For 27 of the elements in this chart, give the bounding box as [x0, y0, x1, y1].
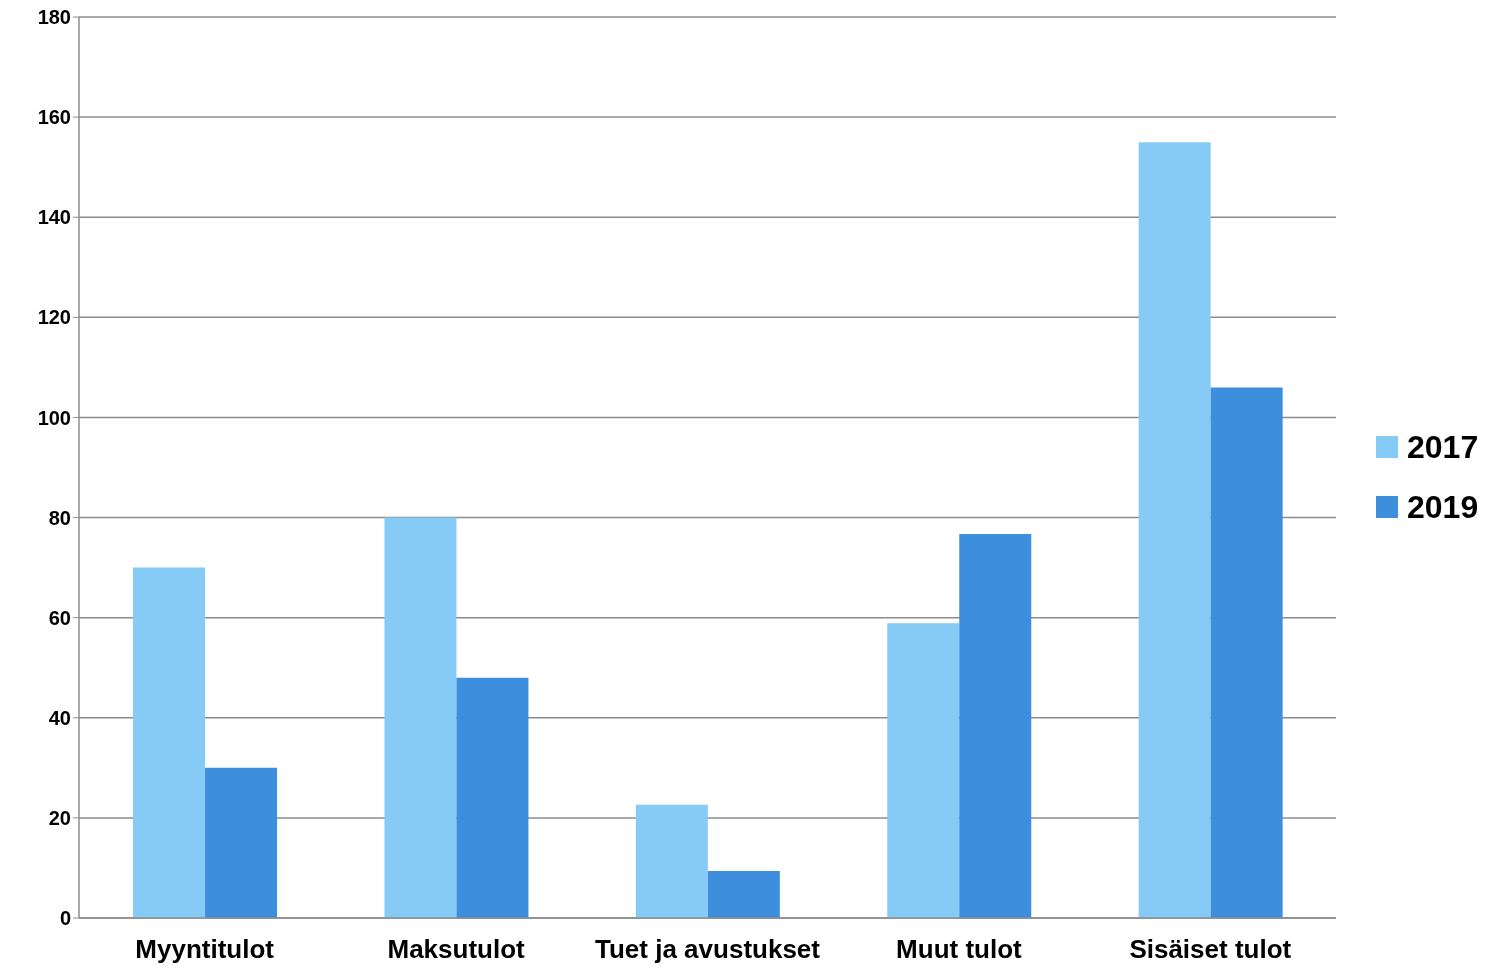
- bar: [1138, 142, 1211, 918]
- x-tick-label: Tuet ja avustukset: [595, 934, 821, 965]
- bar: [384, 517, 457, 918]
- bar: [133, 567, 206, 918]
- bar: [959, 534, 1032, 918]
- bar: [887, 623, 960, 918]
- x-tick-label: Maksutulot: [387, 934, 526, 965]
- y-tick-label: 100: [37, 406, 71, 429]
- bar: [456, 677, 529, 918]
- x-tick-label: Sisäiset tulot: [1129, 934, 1292, 965]
- bar: [205, 767, 278, 918]
- x-tick-label: Myyntitulot: [135, 934, 275, 965]
- y-tick-label: 80: [48, 506, 71, 529]
- bar: [635, 804, 708, 918]
- y-tick-label: 120: [37, 306, 71, 329]
- bar: [707, 870, 780, 918]
- y-tick-label: 140: [37, 206, 71, 229]
- legend-label: 2017: [1407, 428, 1479, 466]
- y-tick-label: 20: [48, 806, 71, 829]
- x-tick-label: Muut tulot: [896, 934, 1023, 965]
- y-tick-label: 0: [59, 907, 71, 930]
- y-tick-label: 40: [48, 706, 71, 729]
- legend-label: 2019: [1407, 488, 1479, 526]
- y-tick-label: 160: [37, 106, 71, 129]
- bar: [1210, 387, 1283, 918]
- y-tick-label: 60: [48, 606, 71, 629]
- y-tick-label: 180: [37, 6, 71, 29]
